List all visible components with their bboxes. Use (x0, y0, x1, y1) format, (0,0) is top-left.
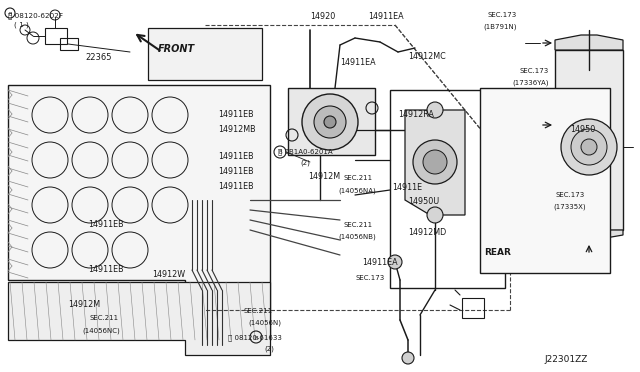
Polygon shape (8, 282, 270, 355)
Text: SEC.211: SEC.211 (344, 222, 373, 228)
Text: SEC.173: SEC.173 (488, 12, 517, 18)
Text: SEC.173: SEC.173 (520, 68, 549, 74)
Bar (555, 50, 623, 230)
Bar (480, 88, 610, 273)
Circle shape (571, 129, 607, 165)
Text: (2): (2) (264, 346, 274, 353)
Circle shape (581, 139, 597, 155)
Polygon shape (405, 110, 465, 215)
Polygon shape (288, 88, 375, 155)
Text: 14911EB: 14911EB (88, 220, 124, 229)
Circle shape (561, 119, 617, 175)
Text: B: B (254, 336, 258, 340)
Text: SEC.173: SEC.173 (556, 192, 585, 198)
Polygon shape (8, 85, 270, 340)
Text: 14911E: 14911E (392, 183, 422, 192)
Text: Ⓑ 0B1A0-6201A: Ⓑ 0B1A0-6201A (278, 148, 333, 155)
Text: Ⓑ 08120-61633: Ⓑ 08120-61633 (228, 334, 282, 341)
Circle shape (413, 140, 457, 184)
Text: (14056NC): (14056NC) (82, 327, 120, 334)
Text: 14911EA: 14911EA (340, 58, 376, 67)
Text: SEC.211: SEC.211 (90, 315, 119, 321)
Bar (60, 38, 78, 50)
Text: 14912RA: 14912RA (398, 110, 434, 119)
Text: 14911EB: 14911EB (218, 110, 253, 119)
Polygon shape (148, 28, 262, 80)
Text: SEC.211: SEC.211 (344, 175, 373, 181)
Text: 14950U: 14950U (408, 197, 439, 206)
Text: SEC.173: SEC.173 (356, 275, 385, 281)
Text: (1B791N): (1B791N) (483, 24, 516, 31)
Text: 14912MC: 14912MC (408, 52, 445, 61)
Bar (462, 298, 484, 318)
Polygon shape (555, 230, 623, 240)
Text: 14912W: 14912W (152, 270, 185, 279)
Circle shape (314, 106, 346, 138)
Text: (14056NA): (14056NA) (338, 187, 376, 193)
Text: (2): (2) (300, 160, 310, 167)
Text: 14911EA: 14911EA (368, 12, 404, 21)
Text: FRONT: FRONT (158, 44, 195, 54)
Text: 14912MB: 14912MB (218, 125, 255, 134)
Text: (17336YA): (17336YA) (512, 80, 548, 87)
Text: 14911EB: 14911EB (218, 167, 253, 176)
Text: REAR: REAR (484, 248, 511, 257)
Text: J22301ZZ: J22301ZZ (544, 355, 588, 364)
Text: B: B (278, 151, 282, 155)
Circle shape (427, 102, 443, 118)
Circle shape (427, 207, 443, 223)
Text: 14920: 14920 (310, 12, 335, 21)
Text: ( 1 ): ( 1 ) (14, 22, 29, 29)
Circle shape (423, 150, 447, 174)
Text: 14912M: 14912M (308, 172, 340, 181)
Circle shape (302, 94, 358, 150)
Text: 14912MD: 14912MD (408, 228, 446, 237)
Text: SEC.211: SEC.211 (244, 308, 273, 314)
Polygon shape (555, 35, 623, 50)
Text: 14911EB: 14911EB (88, 265, 124, 274)
Text: 14950: 14950 (570, 125, 595, 134)
Circle shape (388, 255, 402, 269)
Text: (14056N): (14056N) (248, 320, 281, 327)
Circle shape (402, 352, 414, 364)
Text: 14911EB: 14911EB (218, 152, 253, 161)
Text: (14056NB): (14056NB) (338, 234, 376, 241)
Text: 22365: 22365 (85, 53, 111, 62)
Bar (390, 90, 505, 288)
Text: 14911EA: 14911EA (362, 258, 397, 267)
Circle shape (324, 116, 336, 128)
Text: B: B (8, 12, 12, 16)
Text: Ⓑ 08120-6202F: Ⓑ 08120-6202F (8, 12, 63, 19)
Text: 14911EB: 14911EB (218, 182, 253, 191)
Text: (17335X): (17335X) (553, 204, 586, 211)
Bar (45, 28, 67, 44)
Text: 14912M: 14912M (68, 300, 100, 309)
